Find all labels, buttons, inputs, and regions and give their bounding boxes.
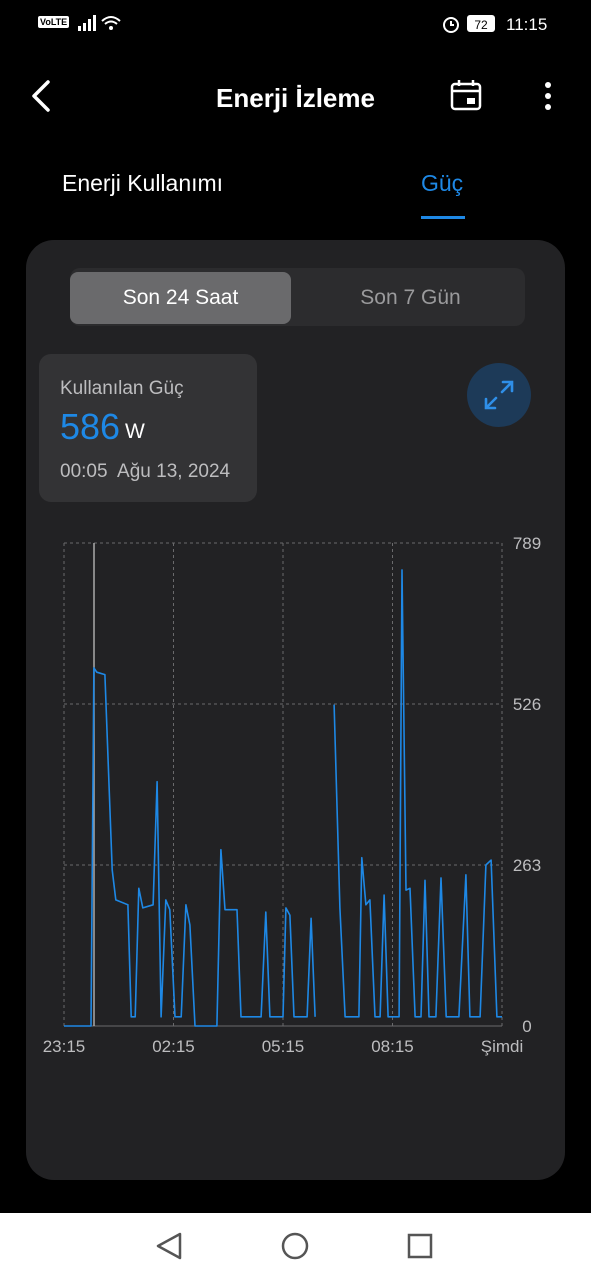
navigation-bar	[0, 1213, 591, 1280]
page-title: Enerji İzleme	[216, 83, 375, 113]
x-tick-label: Şimdi	[481, 1037, 524, 1056]
info-value: 586	[60, 406, 121, 447]
clock: 11:15	[506, 15, 548, 34]
segment-selected	[70, 272, 291, 324]
y-tick-label: 526	[513, 695, 541, 714]
tab-indicator	[421, 216, 465, 219]
more-button[interactable]	[540, 80, 556, 114]
nav-buttons	[156, 1232, 433, 1260]
x-tick-label: 08:15	[371, 1037, 414, 1056]
y-tick-label: 789	[513, 534, 541, 553]
battery: 72	[467, 15, 495, 32]
y-tick-label: 0	[522, 1017, 531, 1036]
segment[interactable]: Son 24 Saat	[122, 286, 239, 309]
tab[interactable]: Enerji Kullanımı	[62, 170, 224, 196]
x-tick-label: 05:15	[262, 1037, 305, 1056]
info-card	[39, 354, 257, 502]
x-tick-label: 02:15	[152, 1037, 195, 1056]
data-line	[64, 667, 316, 1027]
alarm-icon	[443, 17, 459, 33]
back-button[interactable]	[28, 78, 54, 114]
signal-icons	[78, 15, 121, 31]
chart: 0 263 526 789 23:15 02:15 05:15 08:15 Şimdi	[43, 534, 541, 1056]
info-timestamp: 00:05 Ağu 13, 2024	[60, 461, 231, 482]
data-line	[333, 569, 502, 1018]
expand-button[interactable]	[466, 362, 532, 428]
info-unit: W	[125, 420, 145, 443]
network-label: VoLTE	[38, 16, 70, 28]
calendar-button[interactable]	[449, 78, 483, 112]
x-tick-label: 23:15	[43, 1037, 86, 1056]
info-label: Kullanılan Güç	[60, 378, 184, 399]
segment[interactable]: Son 7 Gün	[360, 286, 461, 309]
y-tick-label: 263	[513, 856, 541, 875]
tab-active[interactable]: Güç	[421, 170, 464, 196]
